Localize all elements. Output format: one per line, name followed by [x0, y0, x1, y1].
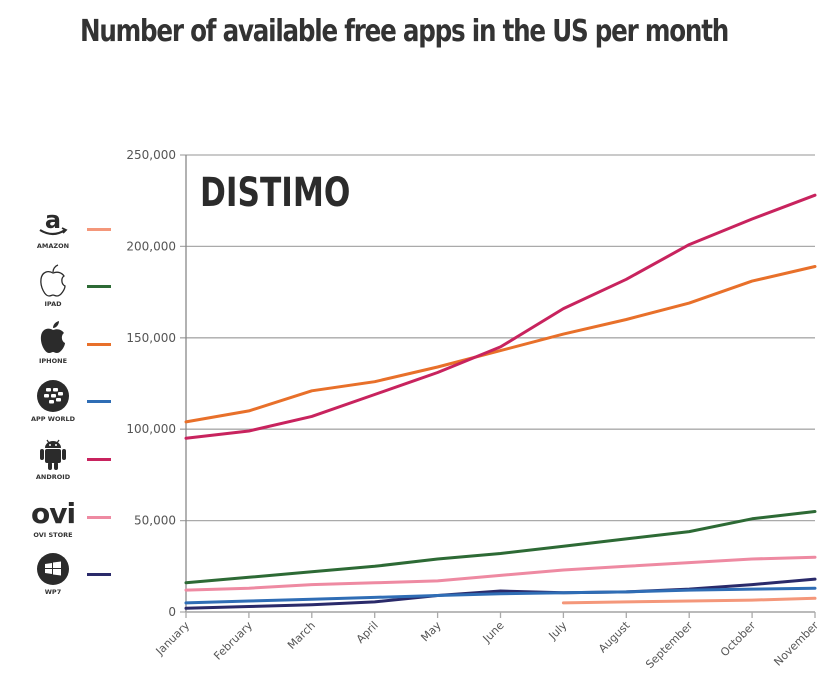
x-tick-label: April — [354, 619, 381, 646]
y-tick-label: 50,000 — [134, 514, 176, 528]
legend-item-amazon: a AMAZON — [28, 205, 78, 250]
chart-title: Number of available free apps in the US … — [80, 14, 729, 49]
y-tick-label: 200,000 — [126, 239, 176, 253]
legend-item-app-world: APP WORLD — [28, 378, 78, 423]
y-tick-label: 250,000 — [126, 148, 176, 162]
series-lines — [184, 193, 817, 610]
series-line-android — [184, 193, 817, 440]
legend-swatch — [87, 343, 111, 346]
legend-label: IPHONE — [38, 357, 68, 365]
legend-swatch — [87, 516, 111, 519]
legend-swatch — [87, 400, 111, 403]
svg-text:a: a — [45, 208, 61, 234]
apple-icon — [28, 320, 78, 356]
legend-label: WP7 — [44, 588, 62, 596]
amazon-icon: a — [28, 205, 78, 241]
x-tick-label: May — [418, 619, 444, 645]
apple-outline-icon — [28, 263, 78, 299]
windows-icon — [28, 551, 78, 587]
distimo-watermark: DISTIMO — [200, 170, 351, 216]
x-tick-label: March — [285, 619, 318, 652]
series-line-app-world — [184, 586, 817, 605]
legend-item-iphone: IPHONE — [28, 320, 78, 365]
x-tick-label: October — [718, 619, 759, 660]
legend-item-wp7: WP7 — [28, 551, 78, 596]
legend-label: IPAD — [44, 300, 62, 308]
android-icon — [28, 436, 78, 472]
legend-item-android: ANDROID — [28, 436, 78, 481]
ovi-icon: ovi — [28, 494, 78, 530]
legend-item-ipad: IPAD — [28, 263, 78, 308]
legend-label: OVI STORE — [33, 531, 73, 539]
series-line-wp7 — [184, 577, 817, 610]
legend-label: AMAZON — [36, 242, 70, 250]
legend-swatch — [87, 228, 111, 231]
legend-label: APP WORLD — [30, 415, 76, 423]
x-tick-label: July — [546, 619, 570, 643]
series-line-iphone — [184, 265, 817, 424]
series-line-ipad — [184, 510, 817, 585]
y-axis: 0 50,000 100,000 150,000 200,000 250,000 — [126, 148, 187, 619]
legend-item-ovi-store: ovi OVI STORE — [28, 494, 78, 539]
gridlines — [180, 154, 815, 613]
legend-swatch — [87, 458, 111, 461]
series-line-ovi-store — [184, 555, 817, 592]
legend-swatch — [87, 573, 111, 576]
blackberry-icon — [28, 378, 78, 414]
x-tick-label: November — [771, 619, 821, 669]
y-tick-label: 150,000 — [126, 331, 176, 345]
x-tick-label: February — [211, 619, 255, 663]
y-tick-label: 0 — [168, 605, 176, 619]
x-tick-label: January — [153, 619, 193, 659]
svg-text:ovi: ovi — [31, 497, 75, 527]
x-tick-label: September — [643, 619, 696, 672]
y-tick-label: 100,000 — [126, 422, 176, 436]
x-tick-label: June — [480, 619, 507, 646]
legend-label: ANDROID — [35, 473, 71, 481]
x-axis: January February March April May June July Augu… — [153, 611, 821, 672]
series-line-amazon — [561, 596, 817, 605]
x-tick-label: August — [596, 618, 633, 655]
legend-swatch — [87, 285, 111, 288]
